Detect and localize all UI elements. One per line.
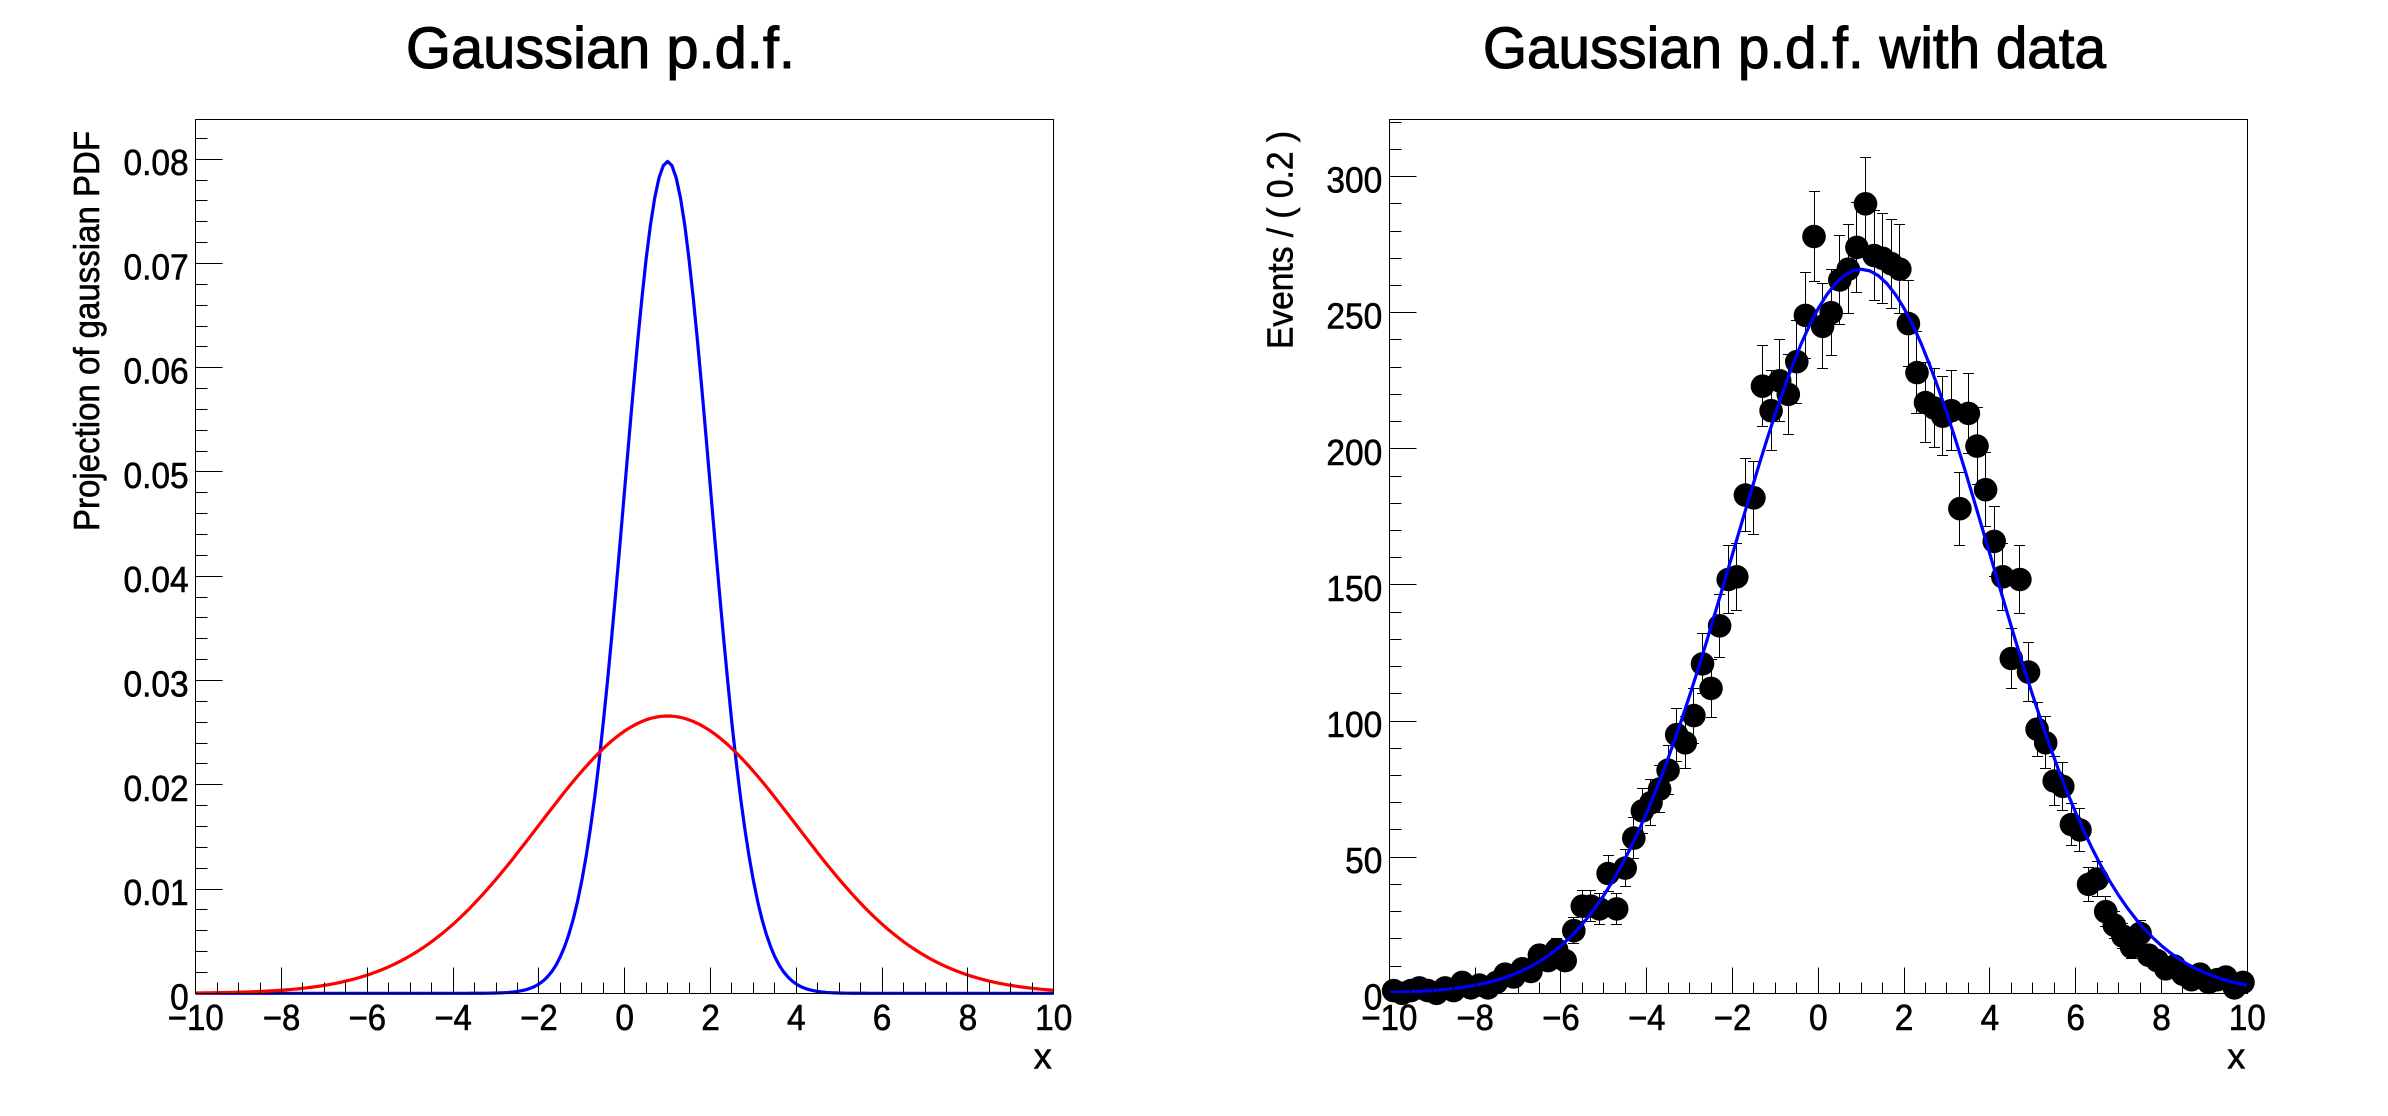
svg-text:2: 2 [1895, 997, 1914, 1038]
svg-text:Gaussian p.d.f. with data: Gaussian p.d.f. with data [1483, 16, 2107, 81]
svg-text:−6: −6 [1542, 997, 1580, 1038]
svg-text:4: 4 [787, 997, 806, 1038]
svg-text:4: 4 [1981, 997, 2000, 1038]
svg-text:0: 0 [615, 997, 634, 1038]
svg-text:−6: −6 [349, 997, 387, 1038]
svg-text:100: 100 [1326, 704, 1382, 745]
svg-text:10: 10 [1035, 997, 1072, 1038]
svg-text:−4: −4 [434, 997, 472, 1038]
svg-text:x: x [1034, 1036, 1052, 1077]
svg-text:0: 0 [1364, 976, 1383, 1017]
svg-text:−4: −4 [1628, 997, 1666, 1038]
svg-text:300: 300 [1326, 160, 1382, 201]
svg-text:0.05: 0.05 [124, 455, 189, 496]
svg-text:2: 2 [701, 997, 720, 1038]
svg-text:−10: −10 [168, 997, 224, 1038]
svg-text:0.03: 0.03 [124, 664, 189, 705]
svg-text:0.08: 0.08 [124, 142, 189, 183]
svg-text:−2: −2 [520, 997, 558, 1038]
svg-text:250: 250 [1326, 296, 1382, 337]
svg-text:0: 0 [1809, 997, 1828, 1038]
svg-text:200: 200 [1326, 432, 1382, 473]
svg-text:0: 0 [170, 976, 189, 1017]
svg-text:10: 10 [2229, 997, 2266, 1038]
svg-text:0.07: 0.07 [124, 247, 189, 288]
svg-text:−8: −8 [263, 997, 301, 1038]
svg-text:0.02: 0.02 [124, 768, 189, 809]
svg-text:0.06: 0.06 [124, 351, 189, 392]
svg-text:x: x [2227, 1036, 2245, 1077]
svg-text:6: 6 [873, 997, 892, 1038]
svg-text:−8: −8 [1456, 997, 1494, 1038]
svg-text:−10: −10 [1361, 997, 1417, 1038]
svg-text:−2: −2 [1714, 997, 1752, 1038]
svg-text:50: 50 [1345, 840, 1382, 881]
svg-text:Projection of gaussian PDF: Projection of gaussian PDF [66, 131, 107, 531]
svg-text:6: 6 [2066, 997, 2085, 1038]
svg-text:0.01: 0.01 [124, 872, 189, 913]
svg-text:Events / ( 0.2 ): Events / ( 0.2 ) [1260, 131, 1301, 349]
svg-text:8: 8 [2152, 997, 2171, 1038]
svg-text:8: 8 [959, 997, 978, 1038]
svg-text:Gaussian p.d.f.: Gaussian p.d.f. [406, 16, 795, 81]
svg-text:150: 150 [1326, 568, 1382, 609]
svg-text:0.04: 0.04 [124, 559, 189, 600]
